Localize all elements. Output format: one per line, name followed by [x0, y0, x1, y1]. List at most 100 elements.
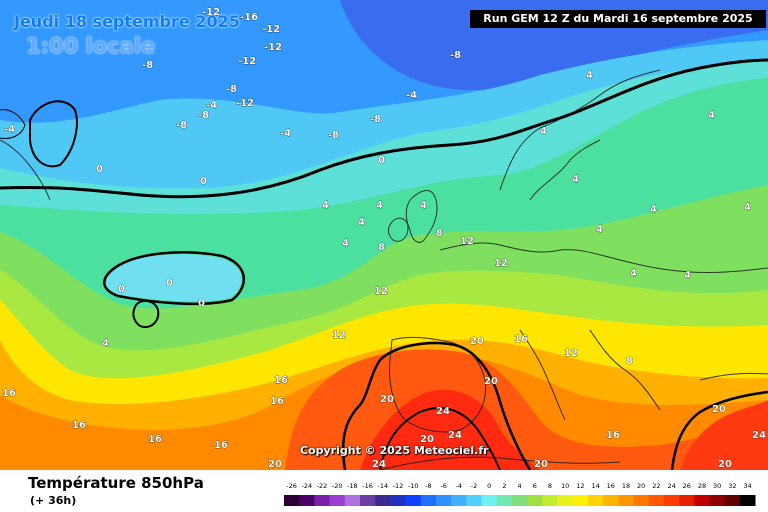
legend-tick-label: 16 — [607, 482, 615, 490]
contour-label: 4 — [684, 270, 691, 281]
contour-label: 24 — [436, 406, 450, 417]
contour-label: 8 — [626, 356, 633, 367]
contour-label: -12 — [262, 24, 280, 35]
legend-tick-label: -8 — [425, 482, 431, 490]
legend-swatch — [466, 495, 482, 506]
legend-swatch — [709, 495, 726, 506]
contour-label: 8 — [378, 242, 385, 253]
contour-label: 20 — [718, 459, 732, 470]
legend-tick-label: 34 — [743, 482, 751, 490]
contour-label: 20 — [470, 336, 484, 347]
coast-greenland-se — [0, 139, 51, 201]
cold-pool-west — [104, 254, 242, 302]
isotherm-20-east — [670, 390, 768, 470]
greenland-tip — [29, 100, 78, 168]
contour-label: 24 — [448, 430, 462, 441]
legend-swatch — [375, 495, 391, 506]
contour-labels: -12 -16 -12 -12 -12 -8 -8 -8 -4 -12 -8 -… — [2, 7, 767, 470]
legend-tick-label: 22 — [652, 482, 660, 490]
cold-pool-contour — [103, 251, 246, 306]
lead-time: (+ 36h) — [30, 494, 77, 507]
footer-bar: Température 850hPa (+ 36h) -26 -24 -22 -20-… — [0, 470, 768, 512]
legend-tick-label: 20 — [637, 482, 645, 490]
legend-swatch — [664, 495, 680, 506]
contour-label: -12 — [264, 42, 282, 53]
contour-label: 0 — [166, 278, 173, 289]
contour-label: -8 — [226, 84, 237, 95]
isotherm-20-iberia — [341, 341, 532, 470]
contour-label: 20 — [420, 434, 434, 445]
legend-tick-label: 10 — [561, 482, 569, 490]
legend-swatch — [299, 495, 315, 506]
legend-tick-label: 24 — [667, 482, 675, 490]
legend-swatch — [542, 495, 558, 506]
legend-swatch — [436, 495, 452, 506]
legend-swatch — [329, 495, 346, 506]
contour-label: 24 — [752, 430, 766, 441]
legend-swatch — [603, 495, 619, 506]
contour-label: 4 — [630, 268, 637, 279]
copyright-notice: Copyright © 2025 Meteociel.fr — [300, 444, 489, 457]
contour-label: 4 — [586, 70, 593, 81]
legend-swatch — [344, 495, 361, 506]
legend-tick-label: 26 — [683, 482, 691, 490]
contour-label: 20 — [484, 376, 498, 387]
contour-label: 20 — [534, 459, 548, 470]
legend-tick-label: 32 — [728, 482, 736, 490]
contour-label: -8 — [370, 114, 381, 125]
legend-tick-label: -26 — [286, 482, 297, 490]
contour-label: 4 — [420, 200, 427, 211]
band-24-east — [680, 400, 768, 470]
legend-swatch — [405, 495, 422, 506]
contour-label: 0 — [96, 164, 103, 175]
legend-tick-label: 18 — [622, 482, 630, 490]
coast-balkans — [589, 329, 661, 411]
contour-label: -8 — [450, 50, 461, 61]
model-run-info: Run GEM 12 Z du Mardi 16 septembre 2025 — [470, 10, 766, 28]
contour-label: 0 — [200, 176, 207, 187]
band-24 — [360, 389, 540, 470]
contour-label: 12 — [460, 236, 474, 247]
legend-swatch — [740, 495, 756, 506]
contour-label: 8 — [436, 228, 443, 239]
contour-label: 4 — [540, 126, 547, 137]
legend-tick-label: 4 — [518, 482, 522, 490]
coast-iceland — [0, 109, 26, 139]
coast-europe — [439, 242, 768, 274]
color-scale-legend: -26 -24 -22 -20 -18 -16 -14 -12 -10 -8 -6 -4 -2 0 2 4 6 8… — [284, 482, 756, 506]
legend-tick-label: -14 — [377, 482, 388, 490]
variable-title: Température 850hPa — [28, 474, 204, 492]
contour-label: -8 — [198, 110, 209, 121]
legend-tick-label: -18 — [347, 482, 358, 490]
contour-label: -4 — [4, 124, 15, 135]
legend-tick-label: 0 — [487, 482, 491, 490]
contour-label: -12 — [236, 98, 254, 109]
coast-iberia — [389, 336, 487, 433]
contour-label: 4 — [102, 338, 109, 349]
contour-label: 24 — [372, 459, 386, 470]
coast-scandinavia — [499, 69, 661, 201]
legend-tick-label: -6 — [440, 482, 446, 490]
contour-label: -8 — [142, 60, 153, 71]
contour-label: 12 — [564, 348, 578, 359]
contour-label: 20 — [380, 394, 394, 405]
legend-tick-label: -16 — [362, 482, 373, 490]
legend-tick-label: 6 — [533, 482, 537, 490]
legend-tick-label: 2 — [502, 482, 506, 490]
legend-tick-label: -12 — [393, 482, 404, 490]
contour-label: 16 — [270, 396, 284, 407]
legend-swatch — [390, 495, 406, 506]
contour-label: -4 — [206, 100, 217, 111]
contour-label: 16 — [214, 440, 228, 451]
contour-label: 0 — [198, 298, 205, 309]
legend-swatch — [557, 495, 574, 506]
legend-tick-label: -20 — [332, 482, 343, 490]
legend-tick-label: -10 — [408, 482, 419, 490]
legend-swatch — [618, 495, 634, 506]
legend-swatch — [527, 495, 543, 506]
legend-swatch — [679, 495, 695, 506]
isotherm-24 — [379, 407, 501, 470]
contour-label: -12 — [202, 7, 220, 18]
legend-tick-label: -4 — [456, 482, 462, 490]
